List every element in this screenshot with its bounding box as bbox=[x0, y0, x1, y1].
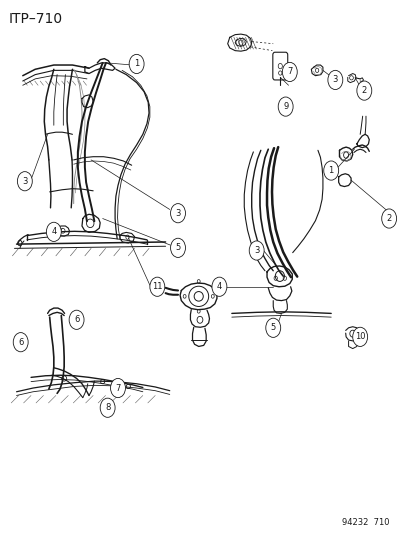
Circle shape bbox=[327, 70, 342, 90]
Text: 3: 3 bbox=[175, 209, 180, 217]
Circle shape bbox=[129, 54, 144, 74]
Circle shape bbox=[211, 277, 226, 296]
Circle shape bbox=[13, 333, 28, 352]
Text: 5: 5 bbox=[270, 324, 275, 332]
Circle shape bbox=[69, 310, 84, 329]
Text: 5: 5 bbox=[175, 244, 180, 252]
Circle shape bbox=[356, 81, 371, 100]
Circle shape bbox=[170, 238, 185, 257]
Circle shape bbox=[150, 277, 164, 296]
Circle shape bbox=[17, 172, 32, 191]
Text: 6: 6 bbox=[18, 338, 23, 346]
Text: 10: 10 bbox=[354, 333, 365, 341]
Text: 94232  710: 94232 710 bbox=[341, 518, 388, 527]
Circle shape bbox=[352, 327, 367, 346]
Text: 3: 3 bbox=[332, 76, 337, 84]
Circle shape bbox=[381, 209, 396, 228]
Circle shape bbox=[282, 62, 297, 82]
Text: 7: 7 bbox=[115, 384, 120, 392]
Text: 8: 8 bbox=[105, 403, 110, 412]
Circle shape bbox=[249, 241, 263, 260]
Circle shape bbox=[265, 318, 280, 337]
Text: 2: 2 bbox=[361, 86, 366, 95]
Circle shape bbox=[46, 222, 61, 241]
Circle shape bbox=[110, 378, 125, 398]
Circle shape bbox=[323, 161, 338, 180]
Text: 6: 6 bbox=[74, 316, 79, 324]
Text: ITP–710: ITP–710 bbox=[8, 12, 62, 26]
Text: 2: 2 bbox=[386, 214, 391, 223]
Circle shape bbox=[170, 204, 185, 223]
Text: 11: 11 bbox=[152, 282, 162, 291]
Circle shape bbox=[100, 398, 115, 417]
Text: 1: 1 bbox=[134, 60, 139, 68]
Text: 7: 7 bbox=[287, 68, 292, 76]
Text: 1: 1 bbox=[328, 166, 333, 175]
Text: 3: 3 bbox=[254, 246, 259, 255]
Text: 3: 3 bbox=[22, 177, 27, 185]
Text: 4: 4 bbox=[216, 282, 221, 291]
Circle shape bbox=[278, 97, 292, 116]
Text: 4: 4 bbox=[51, 228, 56, 236]
Text: 9: 9 bbox=[282, 102, 287, 111]
